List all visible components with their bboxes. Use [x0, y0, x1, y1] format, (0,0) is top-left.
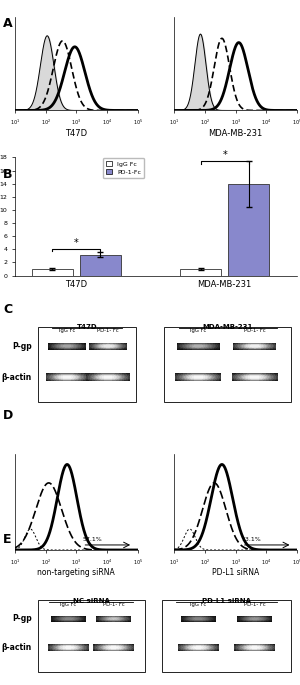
Text: C: C — [3, 303, 12, 316]
X-axis label: MDA-MB-231: MDA-MB-231 — [208, 129, 263, 138]
Text: *: * — [74, 238, 79, 248]
Text: A: A — [3, 17, 13, 30]
Text: IgG Fc: IgG Fc — [60, 602, 77, 608]
Text: T47D: T47D — [76, 324, 97, 330]
Bar — [80, 255, 121, 275]
Text: P-gp: P-gp — [12, 614, 32, 623]
Text: β-actin: β-actin — [2, 643, 32, 652]
Text: B: B — [3, 168, 13, 181]
Text: PD-L1 siRNA: PD-L1 siRNA — [202, 598, 251, 604]
Text: 57.1%: 57.1% — [82, 536, 102, 542]
Bar — [38, 600, 145, 673]
Text: PD-1- Fc: PD-1- Fc — [244, 602, 266, 608]
Text: 13.1%: 13.1% — [242, 536, 262, 542]
Text: PD-1- Fc: PD-1- Fc — [244, 329, 266, 334]
Text: PD-1- Fc: PD-1- Fc — [103, 602, 124, 608]
Text: NC siRNA: NC siRNA — [73, 598, 110, 604]
Text: D: D — [3, 409, 13, 422]
Bar — [38, 327, 136, 402]
Text: IgG Fc: IgG Fc — [190, 602, 206, 608]
Text: PD-1- Fc: PD-1- Fc — [97, 329, 119, 334]
X-axis label: T47D: T47D — [65, 129, 87, 138]
Bar — [228, 184, 269, 275]
Text: *: * — [222, 151, 227, 160]
Bar — [180, 269, 221, 275]
X-axis label: PD-L1 siRNA: PD-L1 siRNA — [212, 569, 259, 577]
Bar — [162, 600, 291, 673]
Text: IgG Fc: IgG Fc — [59, 329, 75, 334]
Text: MDA-MB-231: MDA-MB-231 — [203, 324, 253, 330]
Text: E: E — [3, 533, 11, 546]
Bar — [164, 327, 291, 402]
Legend: IgG Fc, PD-1-Fc: IgG Fc, PD-1-Fc — [103, 158, 144, 178]
Text: IgG Fc: IgG Fc — [190, 329, 206, 334]
Text: β-actin: β-actin — [2, 373, 32, 382]
Bar — [32, 269, 73, 275]
Text: P-gp: P-gp — [12, 342, 32, 351]
X-axis label: non-targeting siRNA: non-targeting siRNA — [38, 569, 115, 577]
